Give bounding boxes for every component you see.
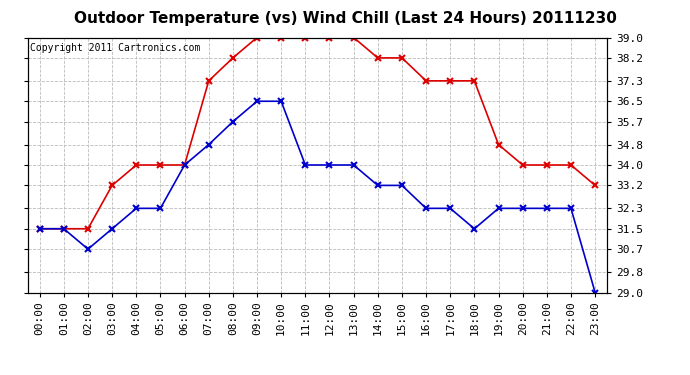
Text: Copyright 2011 Cartronics.com: Copyright 2011 Cartronics.com (30, 43, 201, 52)
Text: Outdoor Temperature (vs) Wind Chill (Last 24 Hours) 20111230: Outdoor Temperature (vs) Wind Chill (Las… (74, 11, 616, 26)
